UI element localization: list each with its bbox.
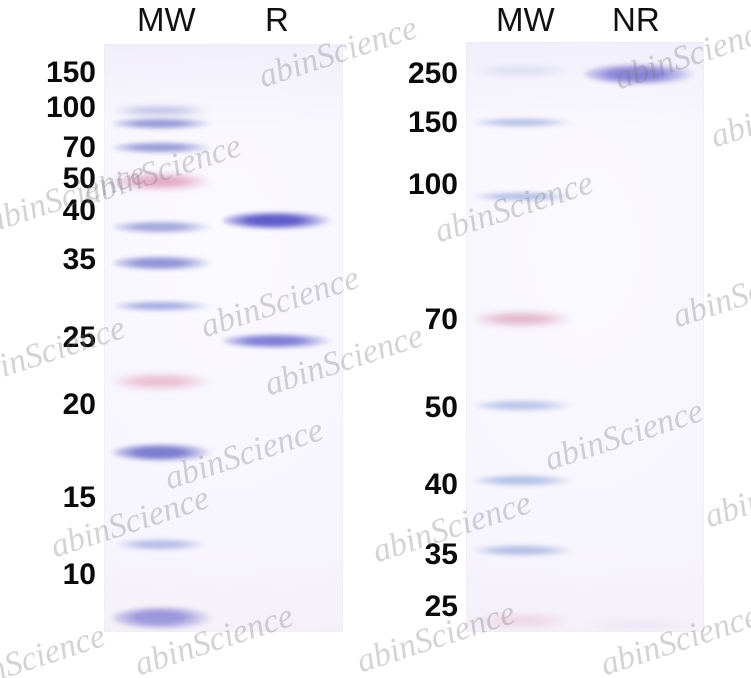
mw-marker-label-35: 35 — [62, 243, 96, 276]
gel-band-70kda — [474, 312, 578, 326]
lane-header-nr: NR — [612, 1, 660, 38]
mw-marker-label-25: 25 — [62, 321, 96, 354]
gel-band-50kda — [222, 212, 337, 229]
mw-marker-label-25: 25 — [424, 590, 458, 623]
gel-band-250kda — [474, 66, 578, 75]
gel-band-35kda — [474, 545, 578, 556]
gel-band-25-smearkda — [584, 622, 700, 629]
gel-band-20kda — [112, 444, 217, 461]
gel-band-150kda — [114, 107, 215, 114]
gel-band-140kda — [112, 118, 217, 129]
mw-marker-label-15: 15 — [62, 481, 96, 514]
lane-header-mw: MW — [137, 1, 196, 38]
mw-marker-label-35: 35 — [424, 538, 458, 571]
mw-marker-label-150: 150 — [45, 56, 96, 89]
watermark-text: abinScience — [706, 69, 751, 156]
gel-band-100kda — [474, 192, 578, 201]
mw-marker-label-50: 50 — [62, 162, 96, 195]
gel-band-50kda — [112, 221, 217, 233]
sample-lane-non-reduced — [584, 42, 700, 632]
gel-band-40kda — [112, 256, 217, 270]
mw-marker-label-50: 50 — [424, 391, 458, 424]
gel-band-25kda — [474, 614, 578, 628]
mw-marker-label-40: 40 — [424, 468, 458, 501]
mw-marker-label-100: 100 — [407, 168, 458, 201]
watermark-text: abinScience — [0, 617, 110, 678]
gel-band-50kda — [474, 400, 578, 411]
lane-header-r: R — [265, 1, 289, 38]
gel-band-35kda — [114, 301, 215, 311]
reducing-gel — [104, 44, 343, 632]
mw-marker-label-250: 250 — [407, 57, 458, 90]
gel-band-250kda — [584, 64, 700, 84]
watermark-text: abinScience — [700, 449, 751, 536]
gel-band-10kda — [112, 607, 217, 629]
mw-marker-label-100: 100 — [45, 91, 96, 124]
gel-band-25kda — [112, 374, 217, 389]
mw-marker-label-150: 150 — [407, 106, 458, 139]
sample-lane-reduced — [222, 44, 337, 632]
mw-marker-label-70: 70 — [424, 303, 458, 336]
gel-band-40kda — [474, 475, 578, 486]
mw-ladder-lane — [112, 44, 217, 632]
gel-band-70kda — [112, 174, 217, 189]
mw-marker-label-20: 20 — [62, 388, 96, 421]
gel-band-100kda — [112, 142, 217, 153]
non-reducing-gel — [466, 42, 704, 632]
gel-band-27kda — [222, 334, 337, 348]
mw-marker-label-70: 70 — [62, 131, 96, 164]
lane-header-mw: MW — [496, 1, 555, 38]
mw-marker-label-40: 40 — [62, 194, 96, 227]
gel-band-15kda — [118, 539, 211, 550]
gel-band-150kda — [474, 118, 578, 127]
mw-ladder-lane — [474, 42, 578, 632]
mw-marker-label-10: 10 — [62, 558, 96, 591]
